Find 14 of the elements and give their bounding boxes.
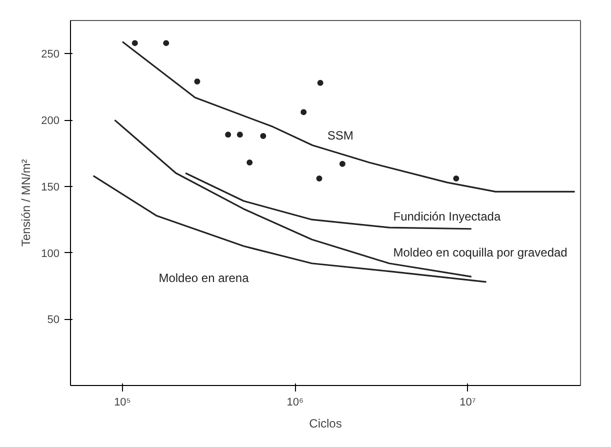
y-tick-label: 150	[41, 181, 60, 194]
y-tick-label: 100	[41, 248, 60, 260]
x-tick-label: 10⁷	[460, 396, 476, 408]
x-axis-title: Ciclos	[309, 416, 342, 430]
x-tick-label: 10⁶	[286, 396, 304, 408]
series-label: Moldeo en arena	[158, 271, 250, 286]
y-tick-label: 50	[47, 314, 60, 326]
series-label: Moldeo en coquilla por gravedad	[393, 245, 568, 260]
y-tick-label: 250	[41, 48, 60, 61]
series-label: SSM	[327, 128, 354, 142]
series-label: Fundición Inyectada	[393, 210, 501, 224]
y-axis-title: Tensión / MN/m²	[19, 159, 34, 247]
y-tick-label: 200	[41, 115, 60, 128]
x-tick-label: 10⁵	[114, 396, 131, 408]
